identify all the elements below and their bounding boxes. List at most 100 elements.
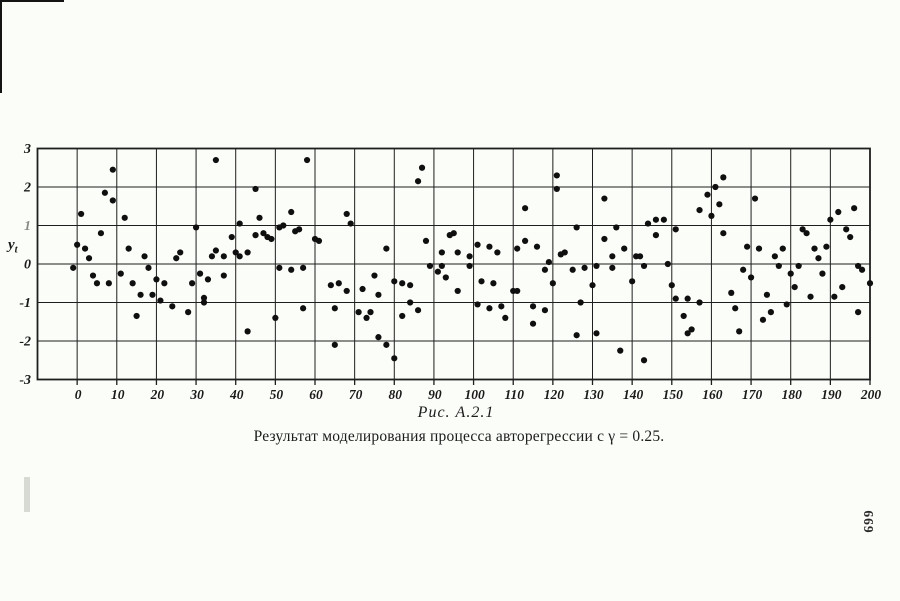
data-point [640,357,648,364]
data-point [545,258,552,266]
data-point [355,309,362,316]
x-tick-label: 90 [428,387,442,402]
data-point [474,301,481,308]
data-point [177,249,184,256]
data-point [272,314,279,321]
data-point [866,280,874,287]
scan-artifact-left-edge [0,0,2,93]
data-point [212,247,219,254]
data-point [783,301,790,308]
data-point [157,297,164,304]
data-point [434,268,441,275]
page-number: 669 [861,510,876,534]
data-point [514,287,521,295]
data-point [704,191,711,198]
data-point [787,270,794,277]
data-point [601,195,608,202]
x-tick-label: 10 [111,387,125,402]
data-point [811,245,818,252]
data-point [767,309,774,316]
data-point [855,309,862,316]
data-point [121,214,128,221]
x-tick-label: 120 [544,387,565,402]
data-point [85,255,93,262]
data-point [851,205,858,212]
data-point [89,272,97,279]
data-point [498,303,505,310]
data-point [252,185,259,193]
x-tick-label: 130 [583,387,604,402]
data-point [747,274,755,281]
data-point [668,282,675,289]
data-point [117,270,124,277]
plot-frame [36,147,871,381]
data-point [204,276,212,283]
x-tick-label: 20 [150,387,165,402]
y-tick-label: 3 [23,142,31,157]
data-point [696,207,703,214]
data-point [129,280,136,287]
data-point [640,262,648,270]
data-point [553,185,560,193]
data-point [807,293,814,300]
data-point [847,233,854,241]
data-point [418,164,426,171]
data-point [831,293,838,300]
data-point [573,224,580,231]
data-point [533,243,541,250]
data-point [593,262,600,270]
x-tick-label: 160 [702,387,723,402]
data-point [759,316,767,323]
data-point [78,210,85,218]
data-point [101,189,108,196]
data-point [300,264,307,271]
data-point [720,174,727,181]
data-point [593,330,600,337]
data-point [212,156,219,164]
data-point [391,278,398,285]
data-point [300,305,307,312]
data-point [81,245,89,252]
data-point [684,330,691,337]
figure-caption: Результат моделирования процесса авторег… [253,428,665,445]
data-point [74,241,81,248]
data-point [716,201,723,208]
data-point [736,328,743,335]
data-point [454,287,461,295]
data-point [161,280,168,287]
data-point [426,262,434,270]
data-point [712,183,719,191]
y-tick-label: 1 [24,219,31,234]
data-point [192,224,200,231]
data-point [347,220,354,227]
data-point [573,332,580,339]
data-point [438,249,445,256]
data-point [740,266,747,273]
data-point [819,270,826,277]
y-tick-label: -3 [19,373,31,388]
data-point [200,294,208,301]
data-point [236,220,243,227]
x-tick-label: 40 [229,387,244,402]
x-tick-label: 100 [464,387,485,402]
data-point [795,262,802,270]
data-point [399,280,406,287]
y-tick-label: -2 [19,335,31,350]
data-point [137,291,144,298]
data-point [288,208,295,216]
data-point [189,280,196,287]
data-point [335,280,342,287]
data-point [775,262,782,270]
data-point [664,260,671,268]
data-point [196,270,204,277]
data-point [672,295,679,302]
data-point [276,264,283,271]
data-point [414,307,422,314]
data-point [315,237,323,244]
data-point [835,208,842,216]
x-tick-label: 140 [623,387,644,402]
data-point [391,355,398,362]
data-point [541,307,549,314]
